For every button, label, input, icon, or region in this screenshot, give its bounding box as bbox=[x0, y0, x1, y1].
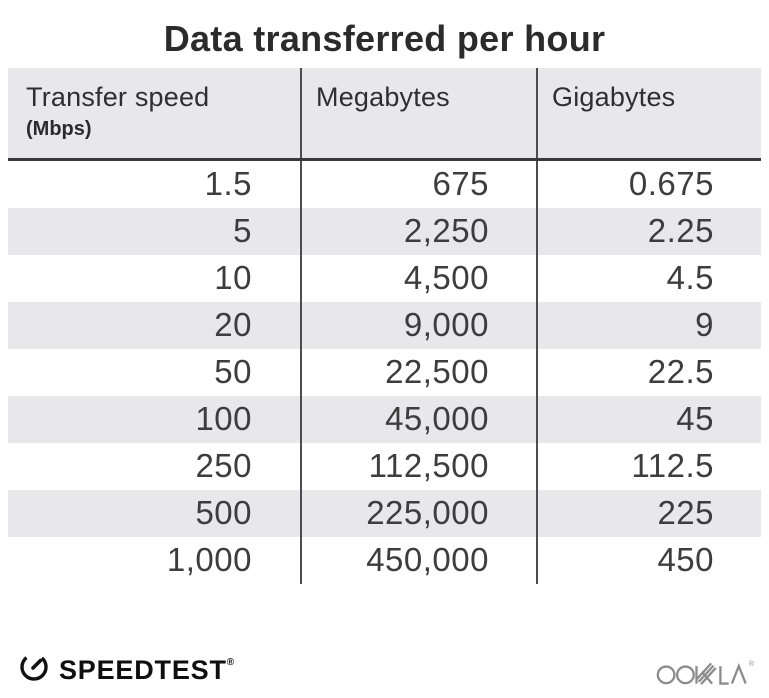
table-body: 1.5 675 0.675 5 2,250 2.25 10 4,500 4.5 20 9,000 9 5… bbox=[8, 161, 761, 584]
speedtest-wordmark: SPEEDTEST® bbox=[59, 647, 235, 686]
megabytes-cell: 22,500 bbox=[302, 349, 538, 396]
header-label: Megabytes bbox=[316, 82, 450, 112]
table-row: 1.5 675 0.675 bbox=[8, 161, 761, 208]
header-transfer-speed: Transfer speed (Mbps) bbox=[8, 68, 302, 158]
speed-cell: 100 bbox=[8, 396, 302, 443]
header-label: Gigabytes bbox=[552, 82, 676, 112]
megabytes-cell: 450,000 bbox=[302, 537, 538, 584]
table-row: 50 22,500 22.5 bbox=[8, 349, 761, 396]
header-megabytes: Megabytes bbox=[302, 68, 538, 158]
table-row: 250 112,500 112.5 bbox=[8, 443, 761, 490]
megabytes-cell: 45,000 bbox=[302, 396, 538, 443]
speed-cell: 5 bbox=[8, 208, 302, 255]
gigabytes-cell: 2.25 bbox=[647, 212, 714, 249]
megabytes-cell: 9,000 bbox=[302, 302, 538, 349]
footer: SPEEDTEST® ® bbox=[8, 647, 761, 686]
gigabytes-cell: 225 bbox=[657, 494, 714, 531]
header-gigabytes: Gigabytes bbox=[538, 68, 761, 158]
speedtest-text: SPEEDTEST bbox=[59, 655, 227, 685]
megabytes-cell: 675 bbox=[302, 161, 538, 208]
ookla-logo: ® bbox=[656, 660, 761, 686]
speed-cell: 1,000 bbox=[8, 537, 302, 584]
table-row: 20 9,000 9 bbox=[8, 302, 761, 349]
table-row: 5 2,250 2.25 bbox=[8, 208, 761, 255]
speed-cell: 50 bbox=[8, 349, 302, 396]
gigabytes-cell: 112.5 bbox=[631, 447, 714, 484]
ookla-wordmark-icon bbox=[656, 662, 747, 685]
chart-title: Data transferred per hour bbox=[163, 18, 606, 59]
registered-trademark-icon: ® bbox=[748, 661, 754, 668]
gigabytes-cell: 450 bbox=[657, 541, 714, 578]
megabytes-cell: 2,250 bbox=[302, 208, 538, 255]
gigabytes-cell: 9 bbox=[695, 306, 714, 343]
megabytes-cell: 112,500 bbox=[302, 443, 538, 490]
speed-cell: 1.5 bbox=[8, 161, 302, 208]
table-row: 10 4,500 4.5 bbox=[8, 255, 761, 302]
gigabytes-cell: 4.5 bbox=[666, 259, 714, 296]
registered-trademark-icon: ® bbox=[226, 657, 235, 668]
table-header-row: Transfer speed (Mbps) Megabytes Gigabyte… bbox=[8, 68, 761, 161]
speedometer-gauge-icon bbox=[20, 652, 48, 681]
table-row: 500 225,000 225 bbox=[8, 490, 761, 537]
gigabytes-cell: 0.675 bbox=[628, 165, 714, 202]
gigabytes-cell: 22.5 bbox=[647, 353, 714, 390]
speed-cell: 500 bbox=[8, 490, 302, 537]
speed-cell: 250 bbox=[8, 443, 302, 490]
speed-cell: 20 bbox=[8, 302, 302, 349]
header-label: Transfer speed bbox=[26, 82, 210, 112]
table-row: 1,000 450,000 450 bbox=[8, 537, 761, 584]
gigabytes-cell: 45 bbox=[676, 400, 714, 437]
speedtest-logo: SPEEDTEST® bbox=[8, 647, 235, 686]
megabytes-cell: 4,500 bbox=[302, 255, 538, 302]
data-table: Transfer speed (Mbps) Megabytes Gigabyte… bbox=[8, 68, 761, 584]
header-unit-label: (Mbps) bbox=[26, 118, 92, 140]
megabytes-cell: 225,000 bbox=[302, 490, 538, 537]
table-row: 100 45,000 45 bbox=[8, 396, 761, 443]
speed-cell: 10 bbox=[8, 255, 302, 302]
